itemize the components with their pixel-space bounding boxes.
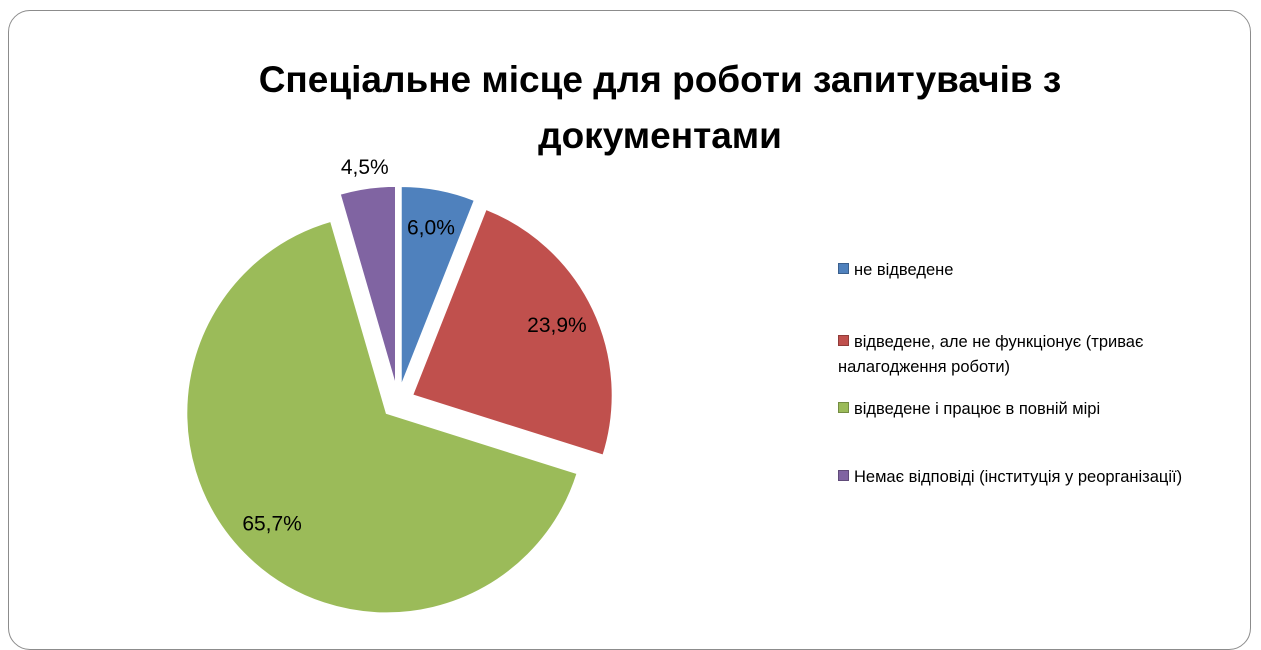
- legend-label: відведене, але не функціонує (триває нал…: [838, 333, 1144, 376]
- legend-item: відведене і працює в повній мірі: [838, 397, 1248, 422]
- data-label: 6,0%: [407, 217, 455, 240]
- legend-swatch: [838, 263, 849, 274]
- legend-item: не відведене: [838, 258, 1248, 283]
- pie-slice: [411, 208, 614, 457]
- page: Спеціальне місце для роботи запитувачів …: [8, 10, 1251, 650]
- data-label: 4,5%: [341, 156, 389, 179]
- pie-slice: [185, 220, 579, 614]
- legend-swatch: [838, 402, 849, 413]
- legend-label: Немає відповіді (інституція у реорганіза…: [854, 468, 1183, 486]
- legend-swatch: [838, 335, 849, 346]
- legend-label: не відведене: [854, 261, 954, 279]
- chart-title: Спеціальне місце для роботи запитувачів …: [258, 59, 1062, 156]
- pie-slice: [400, 185, 476, 387]
- chart: 6,0% 23,9% 65,7% 4,5%: [185, 156, 614, 614]
- data-label: 23,9%: [527, 314, 587, 337]
- legend-item: відведене, але не функціонує (триває нал…: [838, 330, 1248, 380]
- legend-swatch: [838, 470, 849, 481]
- data-label: 65,7%: [242, 513, 302, 536]
- pie-slice: [339, 185, 397, 387]
- legend-label: відведене і працює в повній мірі: [854, 400, 1101, 418]
- legend-item: Немає відповіді (інституція у реорганіза…: [838, 465, 1248, 490]
